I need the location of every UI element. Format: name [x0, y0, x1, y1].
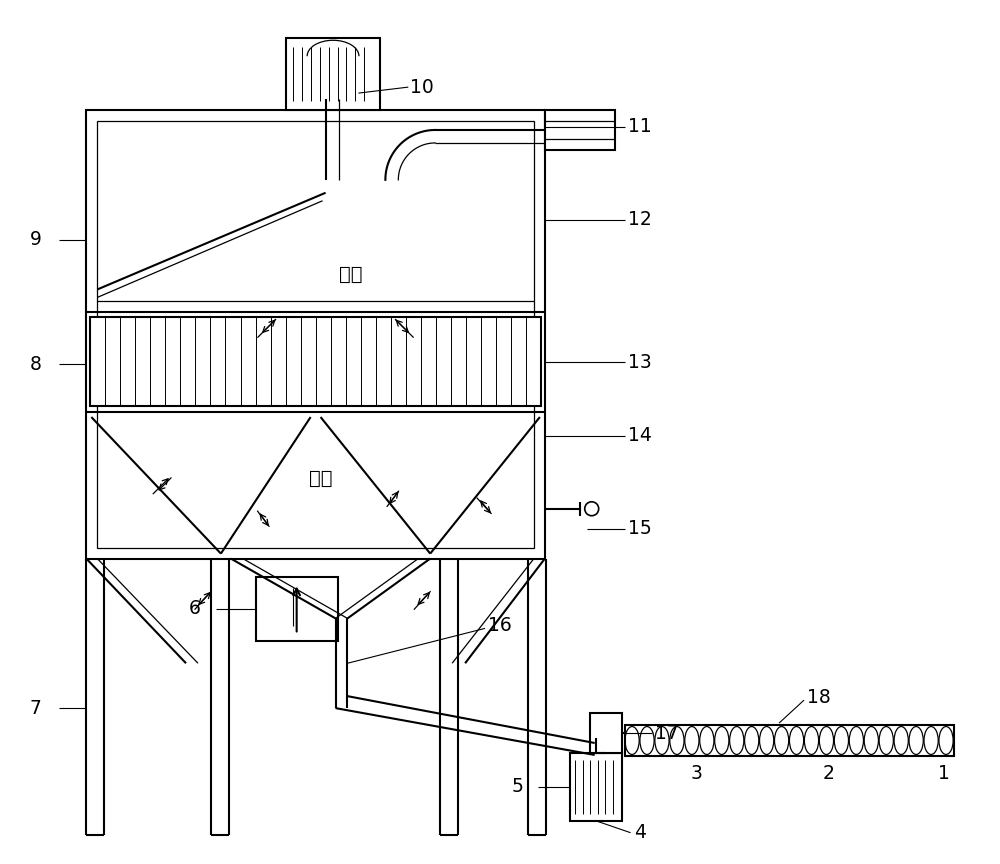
Text: 5: 5 — [512, 778, 524, 797]
Text: 3: 3 — [691, 765, 703, 784]
Text: 2: 2 — [823, 765, 834, 784]
Bar — [97, 121, 534, 548]
Text: 9: 9 — [30, 230, 41, 249]
Text: 1: 1 — [938, 765, 950, 784]
Bar — [90, 317, 541, 406]
Text: 7: 7 — [30, 699, 41, 718]
Text: 16: 16 — [488, 616, 512, 635]
Bar — [86, 110, 545, 559]
Text: 粗粉: 粗粉 — [309, 469, 332, 488]
Text: 10: 10 — [410, 78, 434, 97]
Bar — [256, 576, 338, 641]
Text: 15: 15 — [628, 519, 651, 538]
Text: 11: 11 — [628, 118, 651, 137]
Text: 13: 13 — [628, 353, 651, 372]
Bar — [625, 725, 954, 756]
Bar — [545, 110, 615, 150]
Bar — [570, 753, 622, 821]
Bar — [286, 38, 380, 110]
Text: 细粉: 细粉 — [339, 265, 362, 284]
Text: 4: 4 — [634, 823, 646, 842]
Text: 12: 12 — [628, 210, 651, 229]
Text: 17: 17 — [655, 723, 678, 742]
Text: 14: 14 — [628, 427, 651, 446]
Text: 6: 6 — [189, 600, 201, 619]
Text: 18: 18 — [807, 688, 831, 707]
Bar — [590, 713, 622, 753]
Text: 8: 8 — [30, 355, 41, 374]
